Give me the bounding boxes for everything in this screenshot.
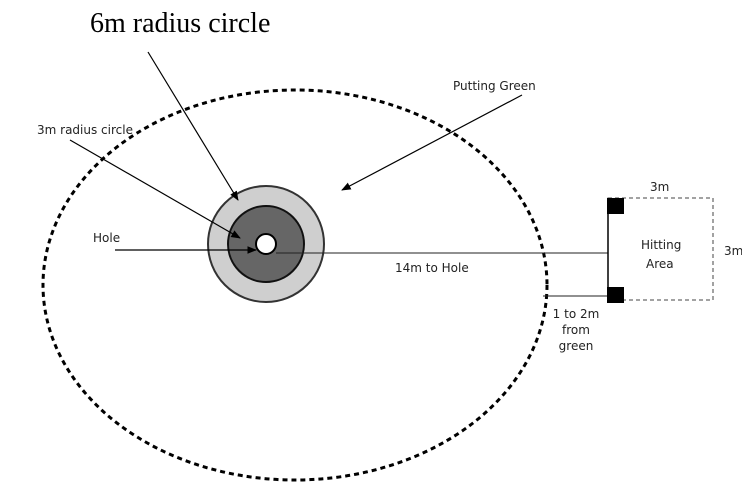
- label: 3m: [650, 180, 669, 194]
- arrow: [147, 51, 239, 201]
- tee-marker: [607, 198, 624, 214]
- arrow: [69, 139, 241, 239]
- label: 6m radius circle: [90, 8, 270, 39]
- label: from: [562, 323, 590, 337]
- label: 14m to Hole: [395, 261, 469, 275]
- hole-mark: [255, 233, 277, 255]
- label: Hitting: [641, 238, 681, 252]
- label: Putting Green: [453, 79, 536, 93]
- label: Area: [646, 257, 674, 271]
- hitting-area-box: [607, 197, 714, 301]
- tee-marker: [607, 287, 624, 303]
- label: Hole: [93, 231, 120, 245]
- label: 3m: [724, 244, 742, 258]
- putting-green: [41, 88, 549, 482]
- arrow: [341, 94, 523, 191]
- label: 3m radius circle: [37, 123, 133, 137]
- label: green: [559, 339, 594, 353]
- label: 1 to 2m: [553, 307, 600, 321]
